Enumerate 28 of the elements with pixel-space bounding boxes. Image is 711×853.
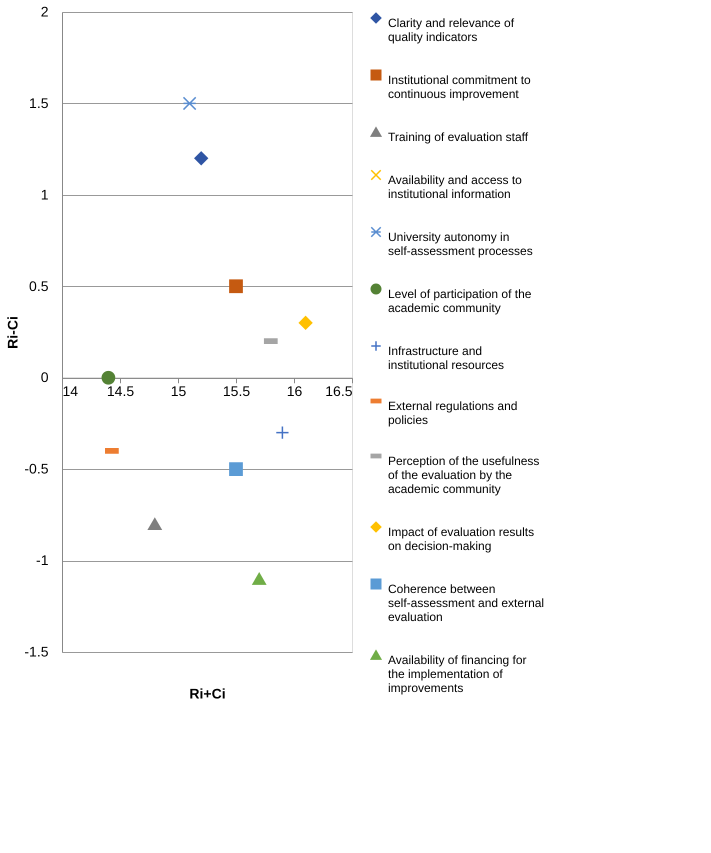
- y-tick-label: 2: [40, 4, 49, 20]
- legend-label: Availability of financing for the implementation of improvements: [388, 653, 527, 695]
- legend-label: Training of evaluation staff: [388, 130, 529, 144]
- legend-label: Infrastructure and institutional resources: [388, 344, 504, 372]
- legend-label: Clarity and relevance of quality indicators: [388, 16, 515, 44]
- y-tick-label: -1: [36, 552, 49, 568]
- y-tick-label: -1.5: [24, 644, 49, 660]
- x-tick-label: 14.5: [106, 383, 134, 400]
- legend-label: Perception of the usefulness of the evaluation by the academic community: [388, 454, 540, 496]
- x-axis-title: Ri+Ci: [189, 686, 226, 702]
- y-tick-label: 1: [40, 186, 49, 202]
- legend-label: University autonomy in self-assessment processes: [388, 230, 533, 258]
- y-tick-label: 0: [40, 369, 49, 386]
- x-tick-label: 16.5: [325, 383, 353, 400]
- y-axis-title: Ri-Ci: [4, 316, 20, 349]
- y-tick-label: -0.5: [24, 460, 49, 477]
- legend-label: Level of participation of the academic community: [388, 287, 532, 315]
- y-tick-label: 1.5: [29, 94, 49, 111]
- x-tick-label: 14: [62, 383, 78, 400]
- legend-label: Availability and access to institutional information: [388, 173, 522, 201]
- legend-label: Impact of evaluation results on decision-making: [388, 525, 534, 553]
- x-tick-label: 16: [286, 383, 302, 400]
- x-tick-label: 15: [170, 383, 186, 400]
- legend-label: Institutional commitment to continuous improvement: [388, 73, 532, 101]
- legend-label: Coherence between self-assessment and external evaluation: [388, 582, 544, 624]
- y-tick-label: 0.5: [29, 278, 49, 294]
- x-tick-label: 15.5: [222, 383, 250, 400]
- legend-label: External regulations and policies: [388, 399, 518, 427]
